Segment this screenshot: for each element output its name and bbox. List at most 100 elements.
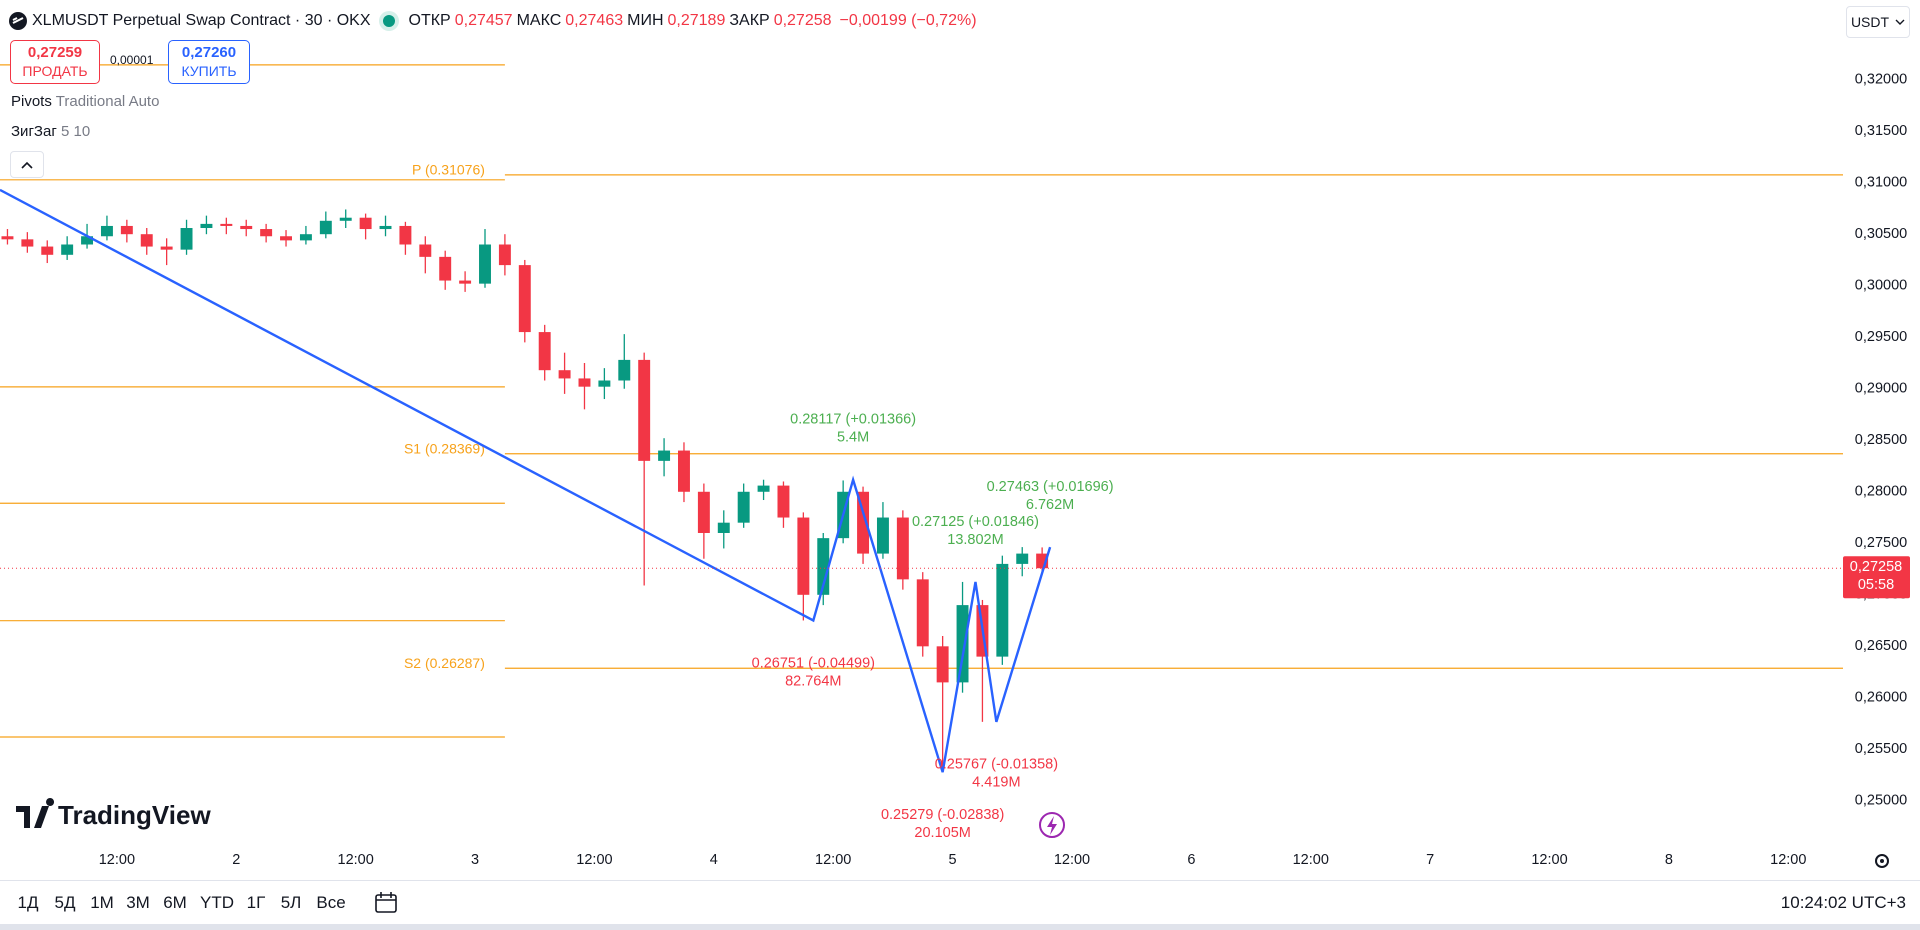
price-change: −0,00199 (−0,72%)	[839, 12, 977, 29]
range-button[interactable]: 6М	[163, 893, 187, 912]
bottom-strip	[0, 924, 1920, 930]
range-button[interactable]: 1Д	[17, 893, 39, 912]
lightning-button[interactable]	[1039, 812, 1065, 838]
pivot-label: S1 (0.28369)	[404, 440, 485, 456]
candle-body	[1036, 553, 1049, 569]
x-tick-label: 12:00	[1293, 852, 1329, 868]
y-tick-label: 0,26500	[1855, 638, 1907, 654]
last-price-label: 0,27258	[1850, 559, 1902, 575]
bottom-toolbar: 1Д 5Д 1М 3М 6М YTD 1Г 5Л Все 10:24:02 UT…	[0, 880, 1920, 925]
y-tick-label: 0,29000	[1855, 381, 1907, 397]
candle-body	[1, 236, 14, 240]
y-tick-label: 0,30500	[1855, 226, 1907, 242]
x-tick-label: 6	[1187, 852, 1195, 868]
ohlc-value: 0,27189	[667, 12, 726, 29]
y-tick-label: 0,25000	[1855, 793, 1907, 809]
zigzag-volume: 82.764M	[785, 673, 841, 689]
x-tick-label: 3	[471, 852, 479, 868]
candle-body	[299, 234, 312, 241]
zigzag-volume: 6.762M	[1026, 497, 1074, 513]
y-tick-label: 0,26000	[1855, 690, 1907, 706]
x-tick-label: 5	[949, 852, 957, 868]
candle-body	[479, 244, 491, 284]
candle-body	[618, 359, 631, 381]
range-button[interactable]: Все	[316, 893, 346, 912]
chart: TradingView 0,32000 0,31500 0,31000 0,30500…	[0, 64, 1910, 868]
range-button[interactable]: 5Д	[54, 893, 76, 912]
candle-body	[81, 236, 94, 245]
header: XLMUSDT Perpetual Swap Contract · 30 · O…	[8, 8, 977, 34]
candle-body	[41, 246, 54, 255]
candle-body	[220, 223, 233, 226]
zigzag-label: 0.28117 (+0.01366)	[790, 412, 916, 428]
candle-body	[936, 646, 949, 683]
zigzag-label: 0.25279 (-0.02838)	[881, 807, 1004, 823]
range-button[interactable]: 1М	[90, 893, 114, 912]
y-tick-label: 0,30000	[1855, 278, 1907, 294]
y-tick-label: 0,32000	[1855, 71, 1907, 87]
candle-body	[120, 225, 133, 235]
symbol-title: XLMUSDT Perpetual Swap Contract · 30 · O…	[32, 12, 371, 29]
candle-body	[538, 332, 551, 371]
zigzag-label: 0.27463 (+0.01696)	[987, 479, 1114, 495]
candle-body	[896, 517, 909, 580]
zigzag-volume: 4.419M	[972, 775, 1020, 791]
ohlc-value: 0,27463	[565, 12, 624, 29]
candle-body	[280, 236, 292, 241]
range-button[interactable]: 3М	[126, 893, 150, 912]
zigzag-volume: 13.802M	[947, 532, 1003, 548]
candle-body	[419, 244, 432, 257]
candle-body	[379, 225, 392, 230]
ohlc-label: МИН	[627, 12, 664, 29]
settings-icon[interactable]	[1875, 854, 1889, 868]
candle-body	[797, 517, 810, 595]
y-tick-label: 0,31500	[1855, 123, 1907, 139]
indicator-pivots[interactable]: Pivots Traditional Auto	[11, 93, 159, 110]
currency-select[interactable]: USDT	[1846, 6, 1910, 38]
pivot-label: S2 (0.26287)	[404, 655, 485, 671]
ohlc-value: 0,27258	[773, 12, 832, 29]
candle-body	[339, 217, 352, 221]
candle-body	[260, 229, 273, 237]
indicator-settings: Traditional Auto	[55, 93, 160, 110]
candle-body	[21, 239, 34, 247]
candle-body	[1016, 553, 1029, 564]
y-tick-label: 0,29500	[1855, 329, 1907, 345]
y-tick-label: 0,28500	[1855, 432, 1907, 448]
candle-body	[777, 485, 790, 518]
buy-button[interactable]: 0,27260 КУПИТЬ	[168, 40, 250, 84]
range-button[interactable]: 5Л	[280, 893, 302, 912]
sell-button[interactable]: 0,27259 ПРОДАТЬ	[10, 40, 100, 84]
buy-price: 0,27260	[181, 44, 237, 61]
collapse-button[interactable]	[10, 151, 44, 178]
date-range-button[interactable]	[374, 890, 400, 916]
x-tick-label: 12:00	[815, 852, 851, 868]
indicator-zigzag[interactable]: ЗигЗаг 5 10	[11, 123, 90, 140]
candle-body	[996, 563, 1009, 657]
candle-body	[200, 223, 213, 229]
gear[interactable]	[1875, 854, 1889, 868]
candle-body	[459, 280, 472, 284]
ohlc-label: ЗАКР	[729, 12, 770, 29]
candle-body	[817, 538, 830, 595]
candle-body	[160, 246, 173, 250]
candle-body	[717, 522, 730, 533]
range-button[interactable]: 1Г	[246, 893, 266, 912]
indicator-name: Pivots	[11, 93, 52, 110]
x-tick-label: 4	[710, 852, 718, 868]
lightning-icon	[1047, 816, 1057, 835]
x-tick-label: 8	[1665, 852, 1673, 868]
y-tick-label: 0,27500	[1855, 535, 1907, 551]
clock: 10:24:02 UTC+3	[1780, 893, 1906, 912]
candle-body	[439, 256, 452, 281]
candle-body	[558, 370, 571, 379]
buy-label: КУПИТЬ	[181, 63, 237, 79]
candle-body	[697, 491, 710, 533]
currency: USDT	[1850, 14, 1890, 30]
range-button[interactable]: YTD	[200, 893, 234, 912]
ohlc-label: ОТКР	[408, 12, 451, 29]
x-tick-label: 12:00	[1054, 852, 1090, 868]
y-tick-label: 0,25500	[1855, 741, 1907, 757]
candle-body	[857, 491, 870, 554]
countdown: 05:58	[1858, 577, 1894, 593]
